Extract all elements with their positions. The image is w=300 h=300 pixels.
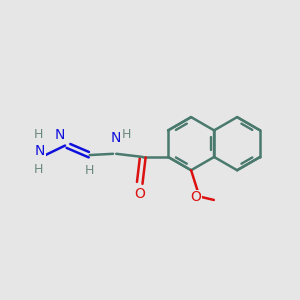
Text: N: N <box>111 131 122 145</box>
Text: H: H <box>34 128 43 141</box>
Text: H: H <box>122 128 131 141</box>
Text: N: N <box>55 128 65 142</box>
Text: H: H <box>34 163 43 176</box>
Text: O: O <box>134 187 145 201</box>
Text: O: O <box>191 190 202 204</box>
Text: H: H <box>85 164 94 177</box>
Text: N: N <box>35 144 45 158</box>
